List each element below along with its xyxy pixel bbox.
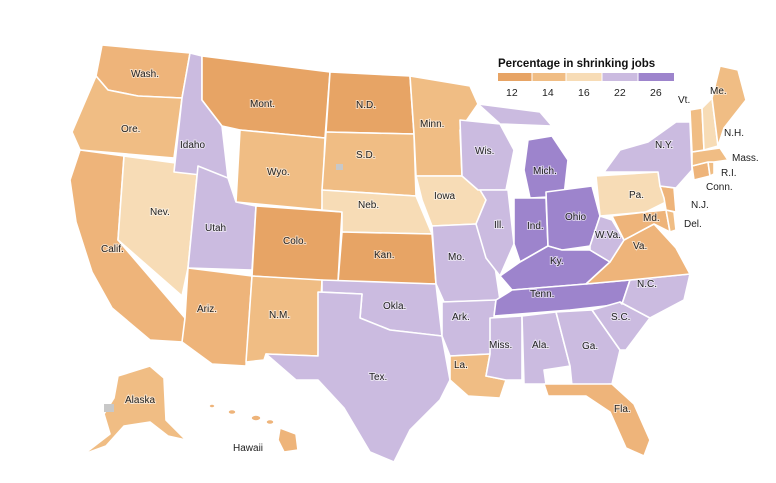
legend-tick: 16 — [578, 87, 590, 99]
label-il: Ill. — [494, 220, 504, 231]
state-ri — [707, 161, 715, 177]
label-ok: Okla. — [383, 301, 406, 312]
legend-title: Percentage in shrinking jobs — [498, 58, 655, 70]
label-ne: Neb. — [358, 200, 379, 211]
label-wa: Wash. — [131, 69, 159, 80]
label-nj: N.J. — [691, 200, 709, 211]
legend-tick: 22 — [614, 87, 626, 99]
legend-swatch-2 — [532, 73, 566, 81]
no-data-county — [336, 164, 343, 170]
legend-swatch-5 — [638, 73, 674, 81]
label-mn: Minn. — [420, 119, 444, 130]
label-oh: Ohio — [565, 212, 587, 223]
legend-tick: 26 — [650, 87, 662, 99]
label-vt: Vt. — [678, 95, 690, 106]
label-tx: Tex. — [369, 372, 387, 383]
state-ar — [441, 299, 497, 357]
legend-swatch-3 — [566, 73, 602, 81]
no-data-county — [104, 404, 114, 412]
legend: Percentage in shrinking jobs 12 14 16 22… — [498, 58, 674, 99]
label-ny: N.Y. — [655, 140, 673, 151]
label-nh: N.H. — [724, 128, 744, 139]
label-nd: N.D. — [356, 100, 376, 111]
label-sc: S.C. — [611, 312, 630, 323]
label-wy: Wyo. — [267, 167, 290, 178]
label-md: Md. — [643, 213, 660, 224]
state-az — [181, 267, 253, 367]
label-ak: Alaska — [125, 395, 155, 406]
label-ar: Ark. — [452, 312, 470, 323]
legend-swatch-1 — [498, 73, 532, 81]
label-co: Colo. — [283, 236, 306, 247]
label-va: Va. — [633, 241, 647, 252]
label-al: Ala. — [532, 340, 549, 351]
label-az: Ariz. — [197, 304, 217, 315]
label-ca: Calif. — [101, 244, 124, 255]
label-mo: Mo. — [448, 252, 465, 263]
label-pa: Pa. — [629, 190, 644, 201]
label-sd: S.D. — [356, 150, 375, 161]
label-nv: Nev. — [150, 207, 170, 218]
label-mi: Mich. — [533, 166, 557, 177]
label-ct: Conn. — [706, 182, 733, 193]
label-mt: Mont. — [250, 99, 275, 110]
label-ia: Iowa — [434, 191, 456, 202]
label-wv: W.Va. — [595, 230, 621, 241]
label-hi: Hawaii — [233, 443, 263, 454]
label-ks: Kan. — [374, 250, 395, 261]
label-ri: R.I. — [721, 168, 737, 179]
state-labels: Wash. Ore. Calif. Idaho Nev. Mont. Wyo. … — [100, 68, 759, 454]
label-ga: Ga. — [582, 341, 598, 352]
state-mt — [201, 55, 331, 139]
state-ak — [83, 365, 187, 455]
label-me: Me. — [710, 86, 727, 97]
label-ms: Miss. — [489, 340, 512, 351]
label-nm: N.M. — [269, 310, 290, 321]
label-tn: Tenn. — [530, 289, 554, 300]
label-ma: Mass. — [732, 153, 759, 164]
label-ut: Utah — [205, 223, 226, 234]
state-fl — [543, 383, 651, 457]
label-fl: Fla. — [614, 404, 631, 415]
legend-swatch-4 — [602, 73, 638, 81]
legend-tick: 12 — [506, 87, 518, 99]
legend-tick: 14 — [542, 87, 554, 99]
label-or: Ore. — [121, 124, 140, 135]
label-ky: Ky. — [550, 256, 564, 267]
label-de: Del. — [684, 219, 702, 230]
label-nc: N.C. — [637, 279, 657, 290]
label-la: La. — [454, 360, 468, 371]
label-wi: Wis. — [475, 146, 494, 157]
label-in: Ind. — [527, 221, 544, 232]
label-id: Idaho — [180, 140, 205, 151]
